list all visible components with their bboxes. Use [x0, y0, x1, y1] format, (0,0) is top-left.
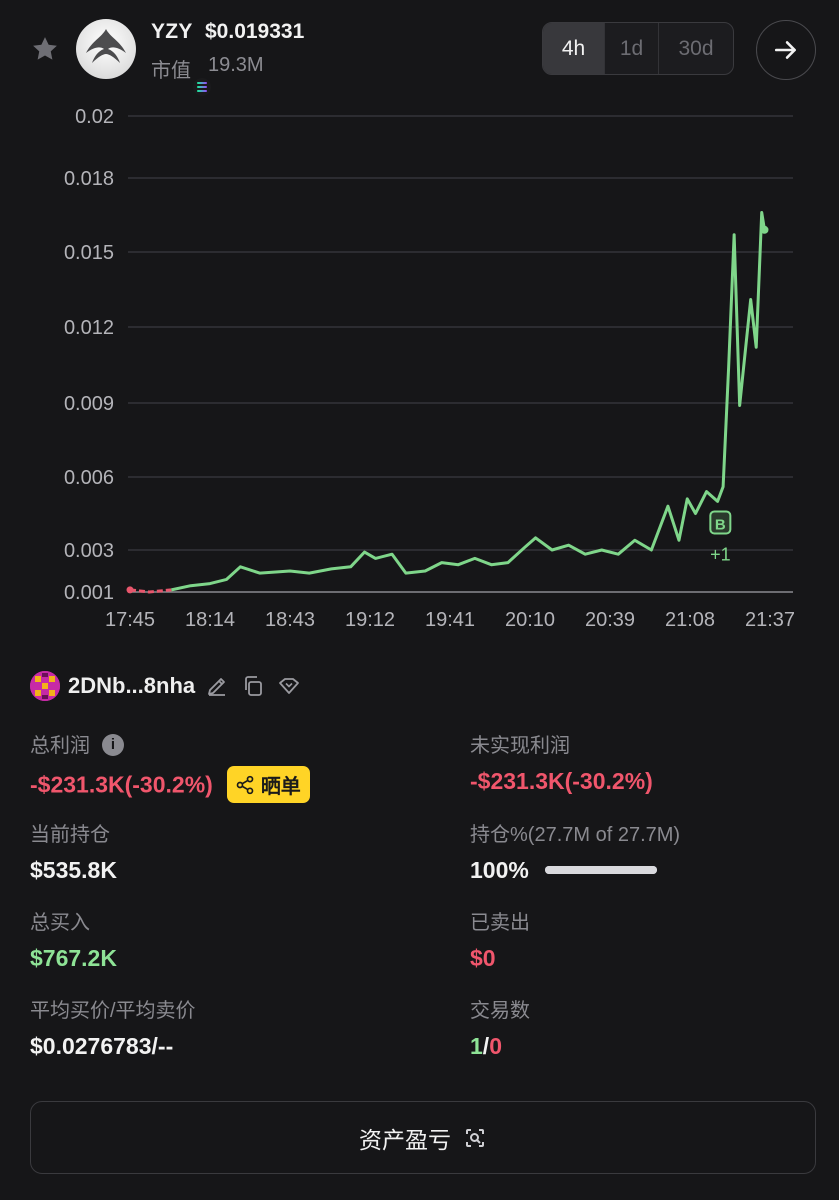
hold-pct-label: 持仓%(27.7M of 27.7M) [470, 824, 681, 846]
series-end-point [760, 225, 769, 234]
buy-marker-label: B [715, 516, 726, 533]
y-tick-label: 0.012 [64, 317, 114, 339]
unrealized-profit-stat: 未实现利润 -$231.3K(-30.2%) [470, 729, 653, 795]
x-tick-label: 19:41 [425, 609, 475, 631]
buy-marker-count: +1 [710, 544, 731, 564]
range-tab-30d[interactable]: 30d [678, 36, 714, 60]
price-chart: 0.02 0.018 0.015 0.012 0.009 0.006 0.003 0.001 1… [0, 96, 839, 636]
avg-price-value: $0.0276783/-- [30, 1033, 174, 1059]
identicon-icon [30, 671, 60, 701]
sold-value: $0 [470, 945, 496, 971]
mcap-label: 市值 [151, 60, 191, 82]
share-button[interactable]: 晒单 [226, 766, 310, 803]
trades-sells: 0 [489, 1033, 502, 1059]
unrealized-value: -$231.3K(-30.2%) [470, 768, 653, 794]
copy-icon[interactable] [239, 672, 267, 700]
pencil-icon[interactable] [203, 672, 231, 700]
header: YZY $0.019331 市值 19.3M 4h 1d 30d [0, 0, 839, 100]
series-start-point [126, 586, 134, 594]
open-detail-button[interactable] [756, 20, 816, 80]
y-tick-label: 0.006 [64, 467, 114, 489]
total-buy-value: $767.2K [30, 945, 117, 971]
total-buy-label: 总买入 [30, 912, 90, 934]
wallet-row: 2DNb...8nha [30, 668, 303, 704]
y-tick-label: 0.018 [64, 168, 114, 190]
range-tab-4h[interactable]: 4h [543, 23, 605, 74]
hold-pct-bar [544, 865, 657, 874]
scan-icon [466, 1128, 484, 1147]
share-label: 晒单 [260, 776, 301, 798]
price-chart-svg: 0.02 0.018 0.015 0.012 0.009 0.006 0.003 0.001 1… [64, 106, 795, 631]
token-avatar [76, 19, 213, 98]
holding-stat: 当前持仓 $535.8K [30, 818, 117, 884]
avg-price-stat: 平均买价/平均卖价 $0.0276783/-- [30, 994, 196, 1060]
x-tick-label: 18:43 [265, 609, 315, 631]
holding-value: $535.8K [30, 857, 117, 883]
sold-stat: 已卖出 $0 [470, 906, 530, 972]
y-tick-label: 0.003 [64, 540, 114, 562]
y-tick-label: 0.02 [75, 106, 114, 128]
hold-pct-stat: 持仓%(27.7M of 27.7M) 100% [470, 818, 680, 884]
wallet-avatar [30, 671, 60, 701]
wallet-address[interactable]: 2DNb...8nha [68, 673, 196, 698]
sold-label: 已卖出 [470, 912, 530, 934]
asset-pnl-label: 资产盈亏 [359, 1126, 451, 1153]
time-range-selector: 4h 1d 30d [542, 22, 734, 75]
x-tick-label: 17:45 [105, 609, 155, 631]
hold-pct-value: 100% [470, 857, 529, 883]
total-buy-stat: 总买入 $767.2K [30, 906, 117, 972]
trades-label: 交易数 [470, 1000, 530, 1022]
trades-buys: 1 [470, 1033, 483, 1059]
x-tick-label: 20:39 [585, 609, 635, 631]
solana-icon [191, 76, 213, 98]
range-tab-1d[interactable]: 1d [605, 23, 659, 74]
unrealized-label: 未实现利润 [470, 735, 570, 757]
arrow-right-icon [774, 41, 796, 59]
y-tick-label: 0.001 [64, 582, 114, 604]
total-profit-stat: 总利润 i -$231.3K(-30.2%) 晒单 [30, 729, 310, 805]
hold-pct-bar-fill [544, 865, 657, 874]
x-tick-label: 20:10 [505, 609, 555, 631]
total-profit-label: 总利润 [30, 735, 90, 757]
token-price: $0.019331 [205, 20, 305, 43]
y-tick-label: 0.009 [64, 393, 114, 415]
mcap-value: 19.3M [208, 54, 264, 76]
holding-label: 当前持仓 [30, 824, 110, 846]
buy-marker [709, 510, 732, 535]
share-icon [236, 775, 254, 794]
trades-stat: 交易数 1/0 [470, 994, 530, 1060]
tag-icon[interactable] [275, 672, 303, 700]
total-profit-value: -$231.3K(-30.2%) [30, 771, 213, 798]
series-line-start [129, 588, 172, 594]
x-tick-label: 18:14 [185, 609, 235, 631]
token-symbol: YZY [151, 20, 193, 43]
avg-price-label: 平均买价/平均卖价 [30, 1000, 196, 1022]
x-tick-label: 21:37 [745, 609, 795, 631]
info-icon[interactable]: i [102, 733, 124, 756]
asset-pnl-button[interactable]: 资产盈亏 [30, 1101, 816, 1174]
trades-sep: / [482, 1033, 490, 1059]
y-tick-label: 0.015 [64, 242, 114, 264]
star-icon[interactable] [30, 34, 60, 64]
x-tick-label: 19:12 [345, 609, 395, 631]
x-tick-label: 21:08 [665, 609, 715, 631]
series-line [171, 211, 766, 592]
token-logo-icon [86, 29, 126, 63]
